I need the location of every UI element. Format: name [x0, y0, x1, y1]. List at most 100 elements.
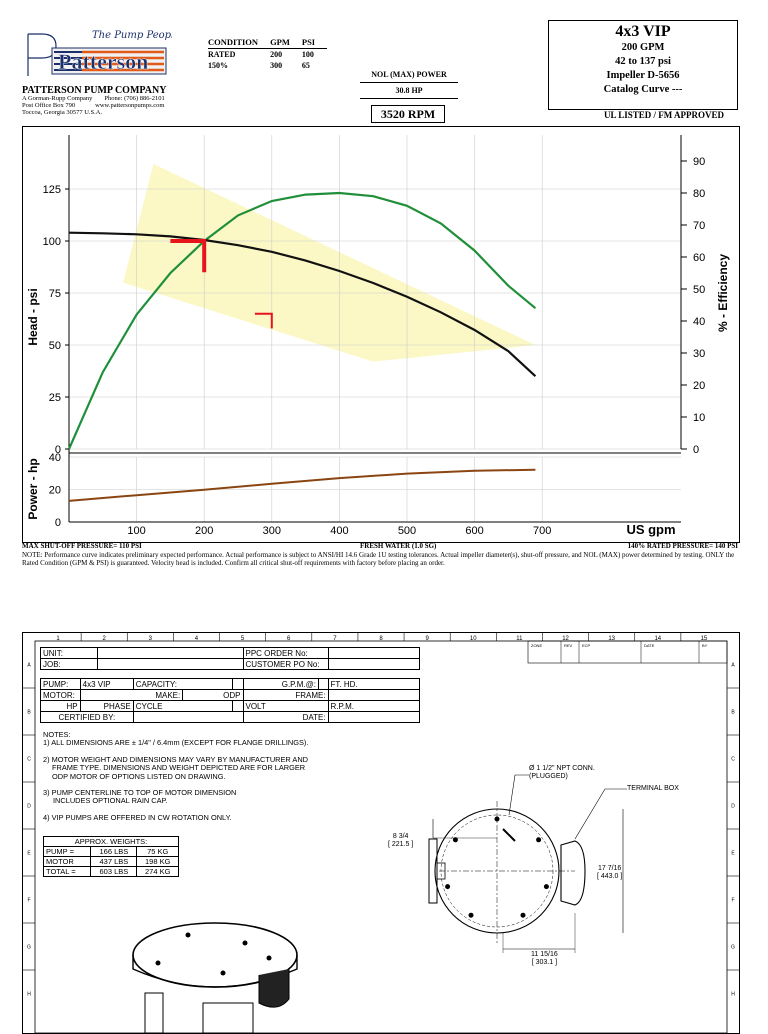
dim-b: 17 7/16 [ 443.0 ]: [597, 865, 622, 881]
weight-cell: 274 KG: [136, 866, 179, 877]
note-line: 1) ALL DIMENSIONS ARE ± 1/4" / 6.4mm (EX…: [43, 738, 309, 748]
cond-cell: 200: [270, 50, 283, 59]
cycle-label: CYCLE: [132, 700, 233, 712]
zone-row-letter: E: [27, 851, 31, 857]
cap-bolt: [242, 940, 248, 946]
certified-by-field[interactable]: [132, 711, 244, 723]
zone-row-letter: A: [27, 663, 31, 669]
date-field[interactable]: [327, 711, 421, 723]
cap-bolt: [155, 960, 161, 966]
dim-c: 11 15/16 [ 303.1 ]: [531, 951, 558, 967]
dim-a-mm: [ 221.5 ]: [388, 841, 414, 848]
weight-cell: 437 LBS: [90, 856, 138, 867]
patterson-logo: Patterson The Pump People: [27, 30, 172, 76]
zone-row-letter: B: [731, 710, 735, 716]
weight-cell: MOTOR: [42, 856, 92, 867]
zone-column-number: 13: [608, 636, 615, 642]
zone-row-letter: D: [731, 804, 735, 810]
zone-row-letter: C: [731, 757, 735, 763]
suction-flange: [428, 838, 438, 904]
logo-tagline: The Pump People: [92, 30, 172, 41]
nol-label: NOL (MAX) POWER: [371, 70, 447, 79]
zone-column-number: 3: [149, 636, 153, 642]
zone-row-letter: F: [731, 898, 734, 904]
note-line: 4) VIP PUMPS ARE OFFERED IN CW ROTATION …: [43, 812, 232, 822]
zone-column-number: 2: [103, 636, 107, 642]
job-field[interactable]: [97, 658, 244, 670]
head-tick-label: 125: [43, 184, 61, 196]
spec-psi-range: 42 to 137 psi: [615, 56, 671, 67]
efficiency-curve: [67, 191, 537, 450]
x-tick-label: 400: [330, 525, 348, 537]
unit-field[interactable]: [97, 647, 244, 659]
head-tick-label: 25: [49, 392, 61, 404]
terminal-leader: [574, 788, 627, 840]
customer-po-field[interactable]: [327, 658, 421, 670]
weight-cell: 603 LBS: [90, 866, 138, 877]
company-website: www.pattersonpumps.com: [95, 102, 165, 109]
rated-pressure: 140% RATED PRESSURE= 140 PSI: [627, 542, 738, 550]
order-info-table: UNIT: PPC ORDER No: JOB: CUSTOMER PO No:…: [39, 647, 421, 723]
bolt-hole: [494, 816, 500, 822]
revision-header: REV: [564, 643, 573, 648]
drawing-canvas: 1 2 3 4 5 6 7 8 9 10 11 12 13 14 15A AB BC CD DE EF FG GH HZON…: [23, 633, 739, 1033]
efficiency-tick-label: 40: [693, 316, 705, 328]
frame-label: FRAME:: [242, 689, 329, 701]
spec-model: 4x3 VIP: [615, 23, 671, 40]
phase-label: PHASE: [79, 700, 134, 712]
note-line: 2) MOTOR WEIGHT AND DIMENSIONS MAY VARY …: [43, 754, 309, 764]
conditions-table: CONDITION GPM PSI RATED 200 100 150% 300…: [208, 36, 328, 71]
zone-column-number: 6: [287, 636, 291, 642]
job-label: JOB:: [39, 658, 99, 670]
npt-callout: Ø 1 1/2" NPT CONN. (PLUGGED): [529, 765, 595, 781]
note-line: FRAME TYPE. DIMENSIONS AND WEIGHT DEPICT…: [52, 763, 306, 773]
weight-cell: TOTAL =: [42, 866, 92, 877]
zone-row-letter: H: [27, 992, 31, 998]
revision-header: DATE: [644, 643, 655, 648]
motor-label: MOTOR:: [40, 689, 81, 701]
zone-column-number: 11: [516, 636, 523, 642]
cond-cell: 65: [301, 61, 310, 70]
weight-cell: 198 KG: [136, 856, 179, 867]
efficiency-tick-label: 50: [693, 284, 705, 296]
chart-canvas: 0255075100125020400102030405060708090100…: [26, 135, 730, 537]
motor-body-shadow: [258, 969, 290, 1008]
performance-note: NOTE: Performance curve indicates prelim…: [22, 551, 735, 567]
dim-c-in: 11 15/16: [531, 951, 558, 958]
capacity-field[interactable]: [231, 678, 244, 690]
max-shutoff: MAX SHUT-OFF PRESSURE= 110 PSI: [22, 542, 142, 550]
rated-point-marker: [170, 239, 207, 273]
zone-row-letter: E: [731, 851, 735, 857]
cond-header: GPM: [270, 36, 302, 49]
zone-column-number: 8: [379, 636, 383, 642]
suction-nozzle: [436, 862, 446, 880]
pump-value: 4x3 VIP: [79, 678, 134, 690]
terminal-box: [560, 840, 586, 906]
head-axis-label: Head - psi: [26, 288, 40, 345]
note-line: ODP MOTOR OF OPTIONS LISTED ON DRAWING.: [52, 771, 226, 781]
note-line: NOTES:: [43, 730, 71, 739]
revision-header: BY: [702, 643, 708, 648]
head-tick-label: 0: [55, 444, 61, 456]
company-name: PATTERSON PUMP COMPANY: [22, 85, 167, 96]
bolt-hole: [536, 837, 542, 843]
rpm-box: 3520 RPM: [371, 105, 445, 123]
cond-header: PSI: [301, 36, 328, 49]
note-line: 3) PUMP CENTERLINE TO TOP OF MOTOR DIMEN…: [43, 788, 237, 798]
power-tick-label: 20: [49, 485, 61, 497]
zone-column-number: 10: [470, 636, 477, 642]
capacity-label: CAPACITY:: [132, 678, 233, 690]
cycle-field[interactable]: [231, 700, 244, 712]
dim-c-mm: [ 303.1 ]: [531, 959, 558, 966]
gpm-field[interactable]: [317, 678, 329, 690]
weights-title: APPROX. WEIGHTS:: [43, 836, 179, 847]
head-tick-label: 75: [49, 288, 61, 300]
zone-column-number: 7: [333, 636, 337, 642]
hp-label: HP: [40, 700, 81, 712]
frame-field[interactable]: [327, 689, 421, 701]
weight-cell: PUMP =: [42, 846, 92, 857]
ppc-order-field[interactable]: [327, 647, 421, 659]
efficiency-tick-label: 30: [693, 348, 705, 360]
logo-word: Patterson: [58, 49, 148, 74]
date-label: DATE:: [242, 711, 329, 723]
